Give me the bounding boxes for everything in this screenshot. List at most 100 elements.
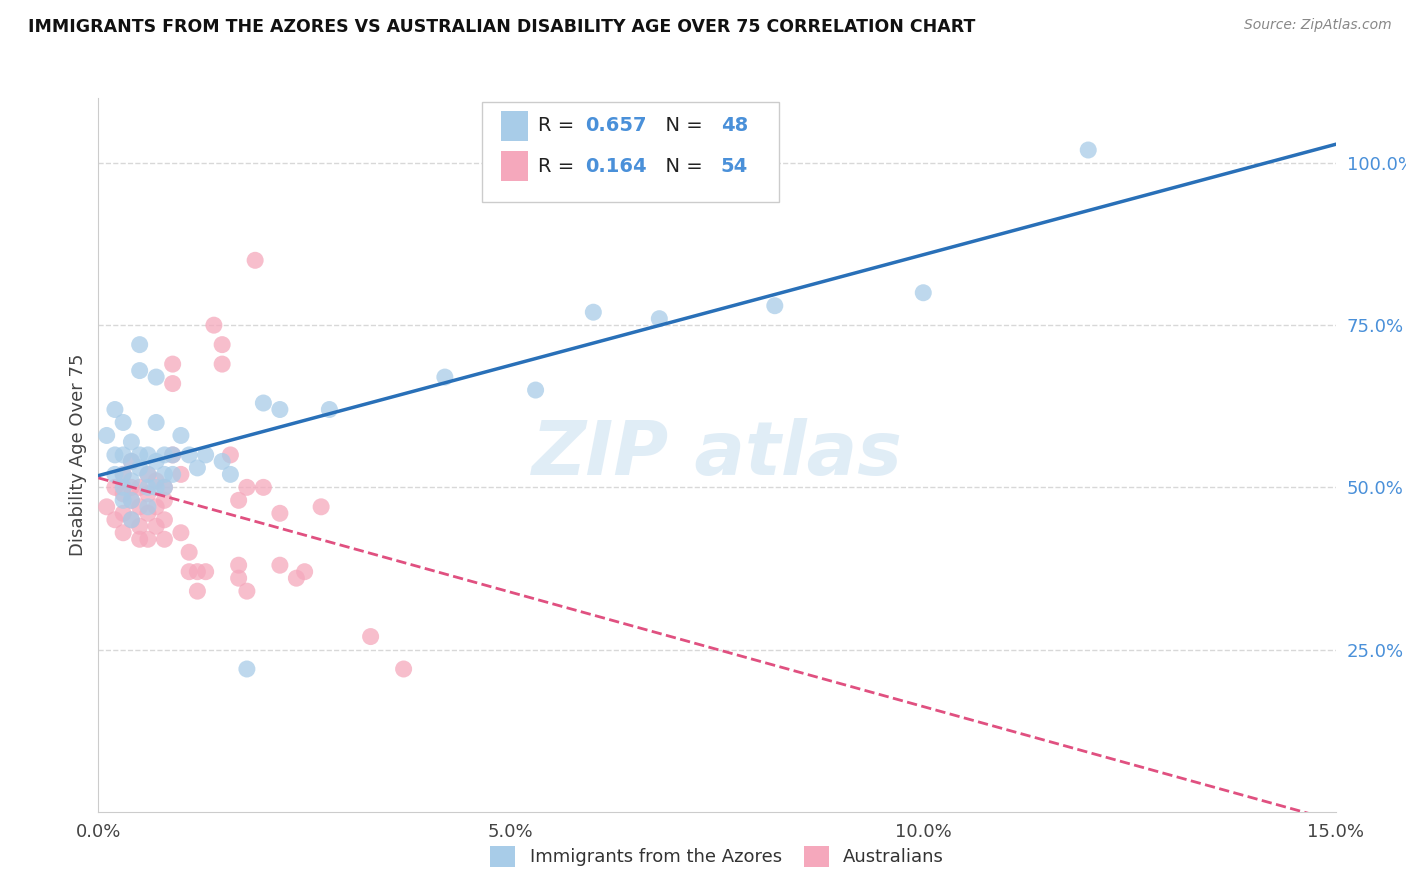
Point xyxy=(120,493,142,508)
Point xyxy=(194,565,217,579)
Point xyxy=(228,571,250,585)
Point xyxy=(211,337,233,351)
Point xyxy=(120,513,142,527)
Point xyxy=(360,630,382,644)
Point xyxy=(145,370,167,384)
Point xyxy=(112,467,135,482)
FancyBboxPatch shape xyxy=(501,111,527,141)
Point xyxy=(236,584,259,599)
Point xyxy=(145,416,167,430)
Point xyxy=(145,474,167,488)
Point xyxy=(309,500,332,514)
Text: N =: N = xyxy=(652,116,709,135)
Point xyxy=(128,337,150,351)
Point xyxy=(104,480,127,494)
Point xyxy=(136,500,159,514)
Point xyxy=(112,416,135,430)
Point xyxy=(211,357,233,371)
Point xyxy=(136,467,159,482)
Point xyxy=(269,558,291,573)
Point xyxy=(136,533,159,547)
Point xyxy=(186,565,208,579)
Point xyxy=(252,480,274,494)
Point xyxy=(194,448,217,462)
Point xyxy=(104,448,127,462)
Text: 0.164: 0.164 xyxy=(585,157,647,176)
Point xyxy=(170,467,193,482)
Point xyxy=(145,454,167,468)
Point xyxy=(96,500,118,514)
Point xyxy=(153,493,176,508)
Point xyxy=(145,500,167,514)
FancyBboxPatch shape xyxy=(482,102,779,202)
Point xyxy=(128,363,150,377)
Point xyxy=(228,493,250,508)
Point xyxy=(104,513,127,527)
Point xyxy=(120,454,142,468)
Point xyxy=(211,454,233,468)
Point xyxy=(153,533,176,547)
Point xyxy=(162,467,184,482)
Point xyxy=(179,545,201,559)
Point xyxy=(392,662,415,676)
Point xyxy=(120,474,142,488)
Point xyxy=(763,299,786,313)
Point xyxy=(648,311,671,326)
Point xyxy=(136,448,159,462)
Point xyxy=(153,513,176,527)
Point xyxy=(170,525,193,540)
Point xyxy=(236,480,259,494)
Point xyxy=(170,428,193,442)
Point xyxy=(112,467,135,482)
Point xyxy=(112,506,135,520)
Text: 0.657: 0.657 xyxy=(585,116,647,135)
Text: IMMIGRANTS FROM THE AZORES VS AUSTRALIAN DISABILITY AGE OVER 75 CORRELATION CHAR: IMMIGRANTS FROM THE AZORES VS AUSTRALIAN… xyxy=(28,18,976,36)
Point xyxy=(136,480,159,494)
Point xyxy=(128,461,150,475)
Point xyxy=(162,376,184,391)
Point xyxy=(128,519,150,533)
Point xyxy=(186,584,208,599)
Point xyxy=(162,357,184,371)
Point xyxy=(136,506,159,520)
Point xyxy=(219,467,242,482)
Text: ZIP atlas: ZIP atlas xyxy=(531,418,903,491)
Point xyxy=(179,565,201,579)
Point xyxy=(128,448,150,462)
Text: R =: R = xyxy=(537,116,581,135)
Point xyxy=(120,480,142,494)
Point xyxy=(136,487,159,501)
Point xyxy=(145,519,167,533)
Point xyxy=(219,448,242,462)
Point xyxy=(128,533,150,547)
Point xyxy=(524,383,547,397)
Point xyxy=(112,448,135,462)
Text: N =: N = xyxy=(652,157,709,176)
Point xyxy=(112,487,135,501)
Point xyxy=(153,480,176,494)
Point xyxy=(179,448,201,462)
Point xyxy=(433,370,456,384)
Y-axis label: Disability Age Over 75: Disability Age Over 75 xyxy=(69,353,87,557)
Point xyxy=(104,467,127,482)
Point xyxy=(162,448,184,462)
Text: R =: R = xyxy=(537,157,581,176)
Point xyxy=(112,525,135,540)
Point xyxy=(112,480,135,494)
Text: Source: ZipAtlas.com: Source: ZipAtlas.com xyxy=(1244,18,1392,32)
FancyBboxPatch shape xyxy=(501,152,527,181)
Point xyxy=(120,434,142,449)
Point xyxy=(582,305,605,319)
Point xyxy=(162,448,184,462)
Point xyxy=(236,662,259,676)
Text: 48: 48 xyxy=(721,116,748,135)
Point xyxy=(120,513,142,527)
Point xyxy=(112,493,135,508)
Point xyxy=(252,396,274,410)
Point xyxy=(153,480,176,494)
Point xyxy=(294,565,316,579)
Point xyxy=(153,448,176,462)
Point xyxy=(120,454,142,468)
Point xyxy=(104,402,127,417)
Point xyxy=(186,461,208,475)
